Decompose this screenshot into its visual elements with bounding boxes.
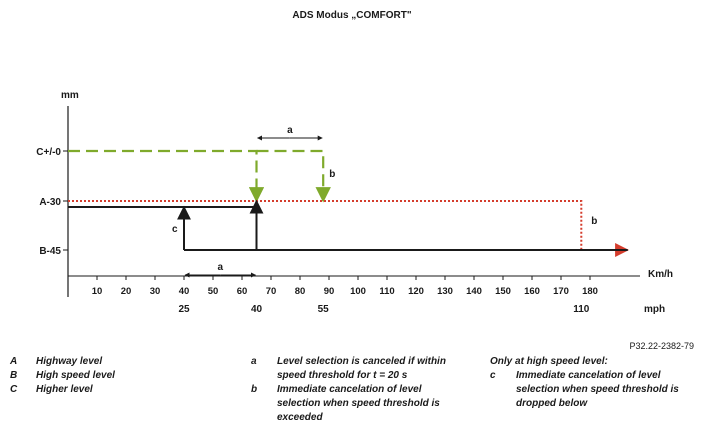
interval-label: a <box>217 262 223 273</box>
x-tick-label: 130 <box>437 286 453 297</box>
legend-note-a: a Level selection is canceled if within … <box>251 355 467 383</box>
legend-key: B <box>10 370 18 381</box>
legend-item-a: A Highway level <box>10 355 220 369</box>
y-level-label: B-45 <box>39 246 61 257</box>
legend-text: Highway level <box>36 356 103 367</box>
legend-high-speed: Only at high speed level: c Immediate ca… <box>490 355 690 411</box>
x-tick-label: 70 <box>266 286 277 297</box>
marker-label: b <box>591 216 597 227</box>
diagram-title: ADS Modus „COMFORT" <box>292 10 411 21</box>
legend-text: Higher level <box>36 384 93 395</box>
x-tick-label: 150 <box>495 286 511 297</box>
x-tick-label: 10 <box>92 286 103 297</box>
legend-text: High speed level <box>36 370 115 381</box>
y-axis-unit: mm <box>61 90 79 101</box>
mph-tick-label: 110 <box>573 304 590 315</box>
y-level-label: C+/-0 <box>36 147 61 158</box>
x-tick-label: 170 <box>553 286 569 297</box>
x-tick-label: 110 <box>379 286 394 297</box>
legend-text: Level selection is canceled if within sp… <box>277 356 446 381</box>
mph-tick-label: 40 <box>251 304 263 315</box>
x-tick-label: 60 <box>237 286 248 297</box>
marker-label: b <box>329 169 335 180</box>
x-tick-label: 180 <box>582 286 598 297</box>
x-tick-label: 50 <box>208 286 219 297</box>
legend-annotations: a Level selection is canceled if within … <box>251 355 467 425</box>
legend-text: Immediate cancelation of level selection… <box>516 370 679 409</box>
y-level-label: A-30 <box>39 197 61 208</box>
legend-levels: A Highway level B High speed level C Hig… <box>10 355 220 397</box>
x-tick-label: 100 <box>350 286 366 297</box>
x-tick-label: 140 <box>466 286 482 297</box>
mph-tick-label: 55 <box>318 304 330 315</box>
legend-key: b <box>251 384 258 395</box>
legend-key: a <box>251 356 257 367</box>
legend-key: C <box>10 384 18 395</box>
x-tick-label: 40 <box>179 286 190 297</box>
x-tick-label: 30 <box>150 286 161 297</box>
x-tick-label: 20 <box>121 286 132 297</box>
figure-code: P32.22-2382-79 <box>629 341 694 351</box>
high-speed-level-line <box>68 200 630 257</box>
comfort-level-line <box>256 149 331 203</box>
mph-tick-label: 25 <box>178 304 190 315</box>
legend-key: c <box>490 370 496 381</box>
x-tick-label: 80 <box>295 286 306 297</box>
x-tick-label: 90 <box>324 286 335 297</box>
legend-heading: Only at high speed level: <box>490 356 608 367</box>
x-tick-label: 160 <box>524 286 540 297</box>
legend-key: A <box>10 356 18 367</box>
legend-note-b: b Immediate cancelation of level selecti… <box>251 383 467 425</box>
legend-item-b: B High speed level <box>10 369 220 383</box>
interval-label: a <box>287 125 293 136</box>
x-axis-unit-kmh: Km/h <box>648 269 673 280</box>
x-tick-label: 120 <box>408 286 424 297</box>
legend-text: Immediate cancelation of level selection… <box>277 384 440 423</box>
legend-note-c: c Immediate cancelation of level selecti… <box>490 369 690 411</box>
comfort-level-line <box>68 149 265 203</box>
legend-item-c: C Higher level <box>10 383 220 397</box>
marker-label: c <box>172 224 178 235</box>
x-axis-unit-mph: mph <box>644 304 665 315</box>
